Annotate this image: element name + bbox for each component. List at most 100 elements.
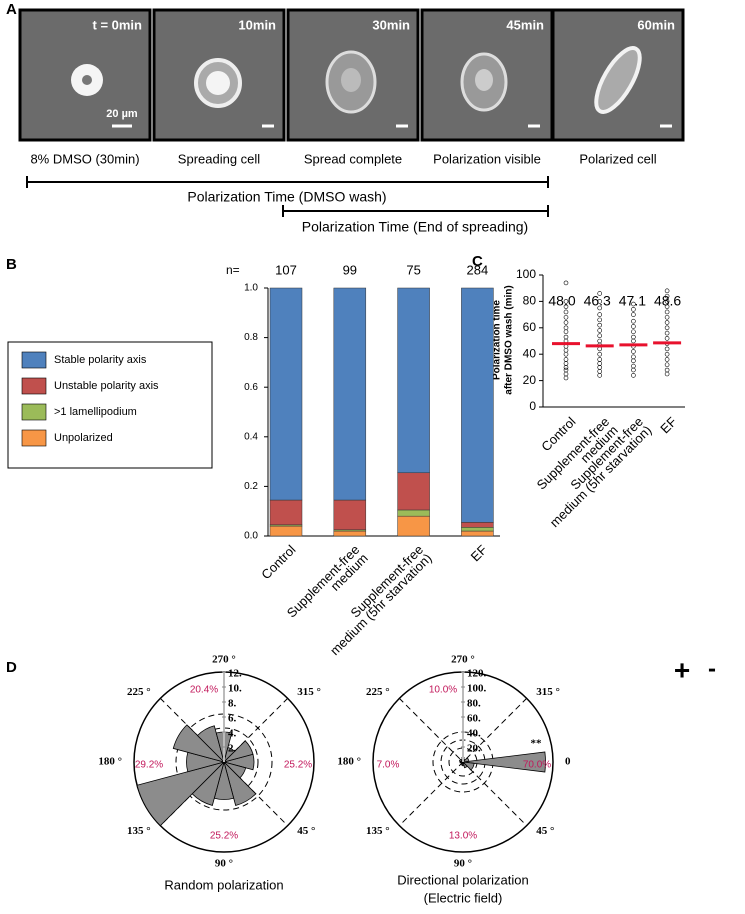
data-point [631, 358, 636, 364]
time-label: 60min [637, 17, 675, 32]
bar-segment [333, 287, 367, 501]
frame-caption: 8% DMSO (30min) [30, 151, 139, 166]
radial-tick-label: 10. [228, 683, 242, 695]
angle-label: 270 ° [451, 654, 475, 666]
time-label: 10min [238, 17, 276, 32]
frame-caption: Polarized cell [579, 151, 656, 166]
data-point [664, 362, 670, 368]
chart-title: Random polarization [164, 877, 283, 892]
data-point [664, 309, 670, 315]
rose-wedge [172, 724, 226, 763]
bar-segment [397, 515, 430, 537]
bar-segment [461, 530, 494, 537]
rose-wedge [196, 725, 225, 764]
quadrant-percent: 10.0% [429, 685, 457, 696]
rose-wedge [462, 751, 546, 773]
radial-tick-label: 120. [467, 668, 487, 680]
radial-tick-label: 60. [467, 713, 481, 725]
y-tick-label: 0.6 [244, 382, 258, 393]
data-point [597, 312, 603, 317]
radial-tick-label: 8. [228, 698, 237, 710]
data-point [631, 354, 636, 360]
data-point [664, 288, 670, 294]
panel-label: A [6, 1, 17, 18]
bar-segment [269, 287, 303, 501]
data-point [664, 351, 670, 357]
polarity-minus: - [708, 655, 716, 682]
rose-wedge [461, 757, 470, 763]
angle-label: 135 ° [366, 825, 390, 837]
data-point [597, 305, 603, 311]
y-tick-label: 1.0 [244, 283, 258, 294]
angle-label: 180 ° [337, 756, 361, 768]
y-tick-label: 0.2 [244, 481, 258, 492]
panel-label: C [472, 253, 483, 270]
radial-tick-label: 80. [467, 698, 481, 710]
data-point [563, 334, 569, 340]
annotation: ** [531, 738, 543, 750]
data-point [597, 333, 603, 339]
x-tick-label: EF [468, 542, 490, 564]
bar-segment [397, 287, 430, 474]
cell-nucleus [206, 71, 230, 95]
radial-tick-label: 100. [467, 683, 487, 695]
bar-segment [397, 509, 430, 517]
bar-segment [333, 530, 367, 537]
data-point [597, 365, 603, 370]
angle-label: 0 [565, 756, 571, 768]
x-tick-label: Control [258, 542, 298, 582]
y-tick-label: 0 [529, 399, 536, 413]
y-tick-label: 0.0 [244, 531, 258, 542]
cell-nucleus [475, 69, 493, 91]
data-point [631, 318, 636, 324]
data-point [664, 314, 670, 320]
rose-wedge [462, 760, 468, 769]
panel-label: D [6, 659, 17, 676]
y-tick-label: 80 [523, 294, 537, 308]
data-point [664, 293, 670, 299]
data-point [631, 334, 636, 340]
n-value: 75 [406, 262, 420, 277]
radial-tick-label: 12. [228, 668, 242, 680]
cell-nucleus [341, 68, 361, 92]
data-point [597, 357, 603, 362]
data-point [631, 301, 636, 307]
data-point [631, 324, 636, 329]
data-point [597, 369, 603, 374]
y-tick-label: 20 [523, 373, 537, 387]
data-point [664, 371, 670, 377]
data-point [664, 320, 670, 325]
radial-tick-label: 2. [228, 743, 237, 755]
legend-swatch [21, 351, 47, 369]
bar-segment [461, 522, 494, 528]
n-label: n= [226, 263, 240, 277]
mean-label: 48.0 [548, 293, 575, 309]
data-point [597, 346, 603, 352]
rose-wedge [136, 761, 226, 827]
data-point [664, 299, 670, 304]
frame-caption: Spreading cell [178, 151, 260, 166]
data-point [664, 367, 670, 373]
radial-tick-label: 40. [467, 728, 481, 740]
angle-label: 315 ° [297, 686, 321, 698]
data-point [664, 330, 670, 336]
bar-segment [333, 499, 367, 531]
bar-segment [461, 527, 494, 532]
bar-segment [461, 287, 494, 523]
cell-nucleus [82, 75, 92, 85]
data-point [597, 299, 603, 304]
bar-segment [269, 499, 303, 526]
y-tick-label: 0.4 [244, 431, 258, 442]
data-point [664, 325, 670, 331]
y-tick-label: 60 [523, 320, 537, 334]
data-point [563, 347, 569, 353]
data-point [597, 373, 603, 378]
data-point [563, 371, 569, 377]
data-point [631, 373, 636, 378]
radial-tick-label: 6. [228, 713, 237, 725]
data-point [597, 322, 603, 328]
data-point [563, 329, 569, 335]
data-point [631, 307, 636, 312]
data-point [563, 299, 569, 304]
